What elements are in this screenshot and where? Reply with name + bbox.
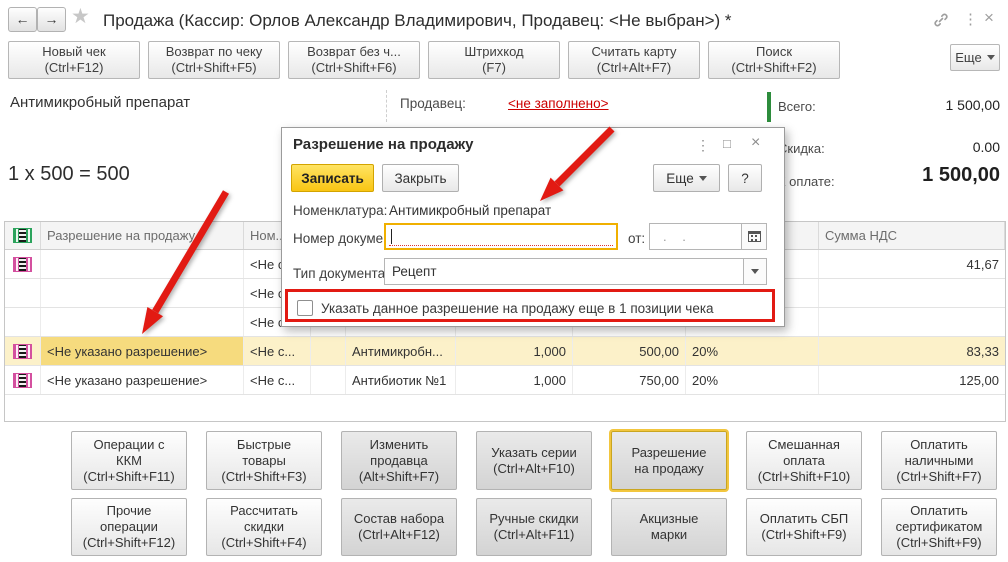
marking-column-header[interactable] xyxy=(5,222,41,249)
calendar-icon xyxy=(747,231,761,242)
dialog-more-button[interactable]: Еще xyxy=(653,164,720,192)
table-row[interactable]: <Не указано разрешение> <Не с... Антибио… xyxy=(5,366,1005,395)
pay-certificate-button[interactable]: Оплатить сертификатом (Ctrl+Shift+F9) xyxy=(881,498,997,556)
barcode-green-icon xyxy=(13,228,32,243)
barcode-pink-icon xyxy=(13,343,32,359)
actions-row-1: Операции с ККМ (Ctrl+Shift+F11) Быстрые … xyxy=(71,431,997,490)
required-field-underline xyxy=(389,245,613,246)
nomenclature-value: Антимикробный препарат xyxy=(389,203,552,218)
sale-permission-dialog: Разрешение на продажу ⋮ □ × Записать Зак… xyxy=(281,127,785,327)
search-button[interactable]: Поиск (Ctrl+Shift+F2) xyxy=(708,41,840,79)
forward-button[interactable]: → xyxy=(37,7,66,32)
due-label: К оплате: xyxy=(778,174,835,189)
document-type-select[interactable]: Рецепт xyxy=(384,258,767,285)
return-without-check-button[interactable]: Возврат без ч... (Ctrl+Shift+F6) xyxy=(288,41,420,79)
due-value: 1 500,00 xyxy=(922,164,1000,186)
actions-row-2: Прочие операции (Ctrl+Shift+F12) Рассчит… xyxy=(71,498,997,556)
sale-permission-button[interactable]: Разрешение на продажу xyxy=(611,431,727,490)
total-label: Всего: xyxy=(778,99,816,114)
pay-cash-button[interactable]: Оплатить наличными (Ctrl+Shift+F7) xyxy=(881,431,997,490)
vertical-separator xyxy=(386,90,387,122)
specify-series-button[interactable]: Указать серии (Ctrl+Alt+F10) xyxy=(476,431,592,490)
excise-stamps-button[interactable]: Акцизные марки xyxy=(611,498,727,556)
chevron-down-icon xyxy=(698,175,707,181)
table-row-selected[interactable]: <Не указано разрешение> <Не с... Антимик… xyxy=(5,337,1005,366)
barcode-button[interactable]: Штрихкод (F7) xyxy=(428,41,560,79)
change-seller-button[interactable]: Изменить продавца (Alt+Shift+F7) xyxy=(341,431,457,490)
discount-label: Скидка: xyxy=(778,141,825,156)
dialog-more-icon[interactable]: ⋮ xyxy=(696,137,710,153)
apply-to-other-positions-checkbox[interactable] xyxy=(297,300,313,316)
document-date-field[interactable]: . . xyxy=(649,223,767,250)
barcode-pink-icon xyxy=(13,372,32,388)
kkm-operations-button[interactable]: Операции с ККМ (Ctrl+Shift+F11) xyxy=(71,431,187,490)
dialog-close-icon[interactable]: × xyxy=(751,134,761,151)
column-header[interactable] xyxy=(686,222,819,249)
permission-column-header[interactable]: Разрешение на продажу xyxy=(41,222,244,249)
return-by-check-button[interactable]: Возврат по чеку (Ctrl+Shift+F5) xyxy=(148,41,280,79)
current-product-name: Антимикробный препарат xyxy=(10,94,191,111)
seller-label: Продавец: xyxy=(400,96,466,111)
document-type-label: Тип документа: xyxy=(293,266,389,281)
vat-sum-column-header[interactable]: Сумма НДС xyxy=(819,222,1005,249)
selected-permission-cell: <Не указано разрешение> xyxy=(41,337,244,365)
save-button[interactable]: Записать xyxy=(291,164,374,192)
kit-contents-button[interactable]: Состав набора (Ctrl+Alt+F12) xyxy=(341,498,457,556)
quick-goods-button[interactable]: Быстрые товары (Ctrl+Shift+F3) xyxy=(206,431,322,490)
toolbar-more-button[interactable]: Еще xyxy=(950,44,1000,71)
quantity-calc-line: 1 x 500 = 500 xyxy=(8,163,130,185)
apply-to-other-positions-label: Указать данное разрешение на продажу еще… xyxy=(321,301,714,316)
back-button[interactable]: ← xyxy=(8,7,37,32)
document-type-value: Рецепт xyxy=(392,264,437,279)
document-number-label: Номер документа: xyxy=(293,231,408,246)
favorite-star-icon[interactable]: ★ xyxy=(71,5,90,28)
document-number-input[interactable] xyxy=(384,223,618,250)
window-close-icon[interactable]: × xyxy=(984,8,994,27)
read-card-button[interactable]: Считать карту (Ctrl+Alt+F7) xyxy=(568,41,700,79)
chevron-down-icon xyxy=(986,55,995,60)
totals-accent-bar xyxy=(767,92,771,122)
text-caret xyxy=(391,229,392,244)
date-from-label: от: xyxy=(628,231,646,246)
date-placeholder: . . xyxy=(663,229,692,244)
dialog-more-label: Еще xyxy=(666,170,694,186)
seller-value-link[interactable]: <не заполнено> xyxy=(508,96,609,111)
calculate-discounts-button[interactable]: Рассчитать скидки (Ctrl+Shift+F4) xyxy=(206,498,322,556)
dialog-title: Разрешение на продажу xyxy=(293,136,474,153)
page-title: Продажа (Кассир: Орлов Александр Владими… xyxy=(103,11,732,30)
chevron-down-icon xyxy=(751,269,759,274)
nomenclature-label: Номенклатура: xyxy=(293,203,388,218)
discount-value: 0.00 xyxy=(972,139,1000,155)
manual-discounts-button[interactable]: Ручные скидки (Ctrl+Alt+F11) xyxy=(476,498,592,556)
barcode-pink-icon xyxy=(13,256,32,272)
help-button[interactable]: ? xyxy=(728,164,762,192)
total-value: 1 500,00 xyxy=(945,97,1001,113)
dropdown-button[interactable] xyxy=(743,259,766,284)
link-icon[interactable] xyxy=(933,12,949,31)
other-operations-button[interactable]: Прочие операции (Ctrl+Shift+F12) xyxy=(71,498,187,556)
window-more-icon[interactable]: ⋮ xyxy=(963,11,978,28)
toolbar-more-label: Еще xyxy=(955,50,982,65)
new-check-button[interactable]: Новый чек (Ctrl+F12) xyxy=(8,41,140,79)
pay-sbp-button[interactable]: Оплатить СБП (Ctrl+Shift+F9) xyxy=(746,498,862,556)
close-button[interactable]: Закрыть xyxy=(382,164,459,192)
dialog-maximize-icon[interactable]: □ xyxy=(723,136,731,151)
calendar-button[interactable] xyxy=(741,224,766,249)
mixed-payment-button[interactable]: Смешанная оплата (Ctrl+Shift+F10) xyxy=(746,431,862,490)
